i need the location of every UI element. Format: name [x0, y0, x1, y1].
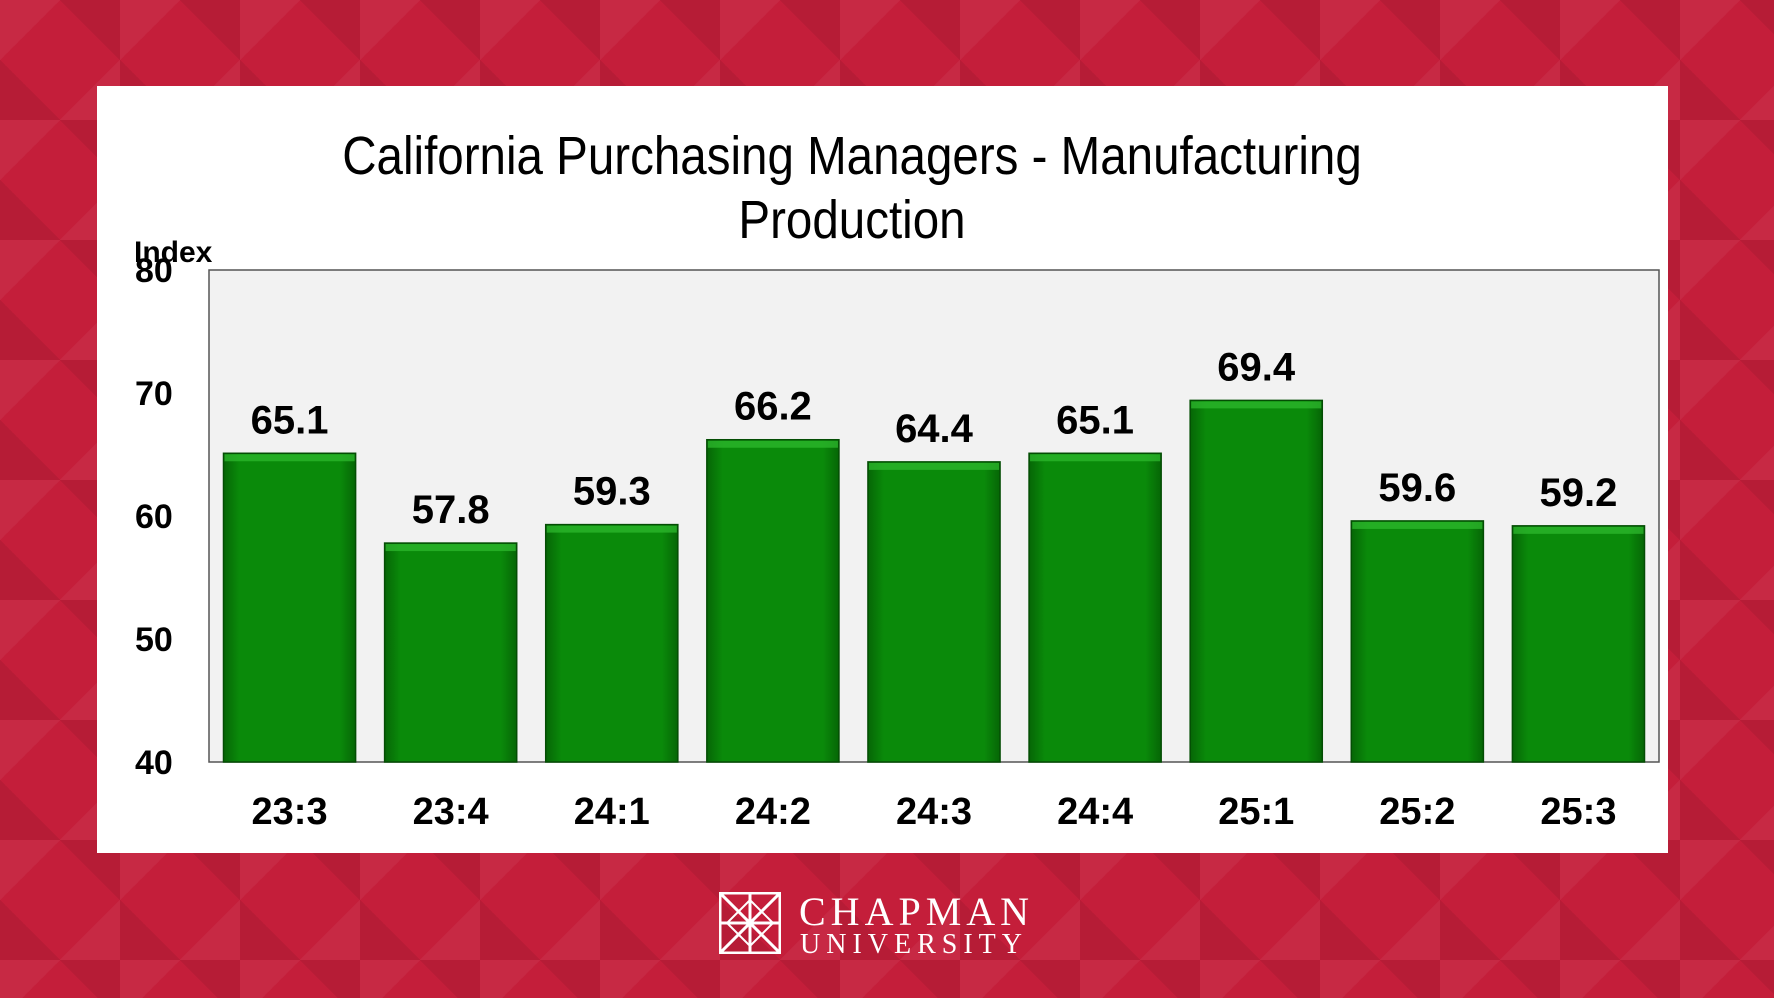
bar [1189, 399, 1324, 763]
logo-line1: CHAPMAN [799, 889, 1035, 934]
x-tick-label: 24:2 [735, 791, 811, 833]
data-label: 57.8 [412, 488, 490, 532]
y-tick-labels: 40 50 60 70 80 [135, 252, 173, 782]
data-label: 69.4 [1217, 345, 1296, 389]
bar [383, 542, 518, 763]
data-label: 59.2 [1540, 471, 1618, 515]
bar-bevel [1352, 521, 1483, 529]
bar-bevel [1191, 401, 1322, 409]
bar [222, 452, 357, 763]
bar [867, 461, 1001, 763]
x-tick-label: 24:1 [574, 791, 650, 833]
bar-chart: 40 50 60 70 80 65.1 57.8 59.3 66.2 64.4 65.1 69.4 5… [135, 252, 1660, 833]
y-axis-label: Index [134, 236, 213, 269]
y-tick-label: 80 [135, 252, 173, 290]
bar [544, 523, 679, 763]
bar-bevel [224, 454, 355, 462]
x-tick-label: 24:3 [896, 791, 972, 833]
bar [1350, 520, 1485, 763]
x-tick-label: 23:3 [252, 791, 328, 833]
bars: 65.1 57.8 59.3 66.2 64.4 65.1 69.4 59.6 59.2 [222, 345, 1646, 763]
data-label: 59.3 [573, 470, 651, 514]
x-tick-label: 25:1 [1218, 791, 1294, 833]
bar [1511, 525, 1646, 763]
logo-line2: UNIVERSITY [800, 929, 1028, 960]
y-tick-label: 60 [135, 498, 173, 536]
bar [1028, 452, 1162, 763]
chart-panel: California Purchasing Managers - Manufac… [97, 86, 1668, 853]
bar-bevel [1513, 526, 1644, 534]
y-tick-label: 40 [135, 744, 173, 782]
bar [706, 438, 840, 763]
x-tick-labels: 23:3 23:4 24:1 24:2 24:3 24:4 25:1 25:2 25:3 [252, 791, 1617, 833]
x-tick-label: 25:3 [1540, 791, 1616, 833]
bar-bevel [1030, 454, 1161, 462]
data-label: 65.1 [1056, 398, 1134, 442]
bar-bevel [385, 544, 516, 552]
data-label: 64.4 [895, 407, 974, 451]
data-label: 59.6 [1378, 466, 1456, 510]
bar-bevel [868, 462, 1000, 470]
x-tick-label: 23:4 [413, 791, 489, 833]
chart-title: California Purchasing Managers - Manufac… [188, 124, 1517, 252]
x-tick-label: 25:2 [1379, 791, 1455, 833]
data-label: 66.2 [734, 385, 812, 429]
bar-bevel [707, 440, 838, 448]
chapman-logo: CHAPMAN UNIVERSITY [719, 889, 1059, 960]
data-label: 65.1 [251, 398, 329, 442]
chart-title-line2: Production [738, 190, 966, 250]
chapman-lattice-icon [719, 892, 781, 954]
y-tick-label: 50 [135, 621, 173, 659]
chart-title-line1: California Purchasing Managers - Manufac… [342, 126, 1362, 186]
y-tick-label: 70 [135, 375, 173, 413]
bar-bevel [546, 525, 677, 533]
x-tick-label: 24:4 [1057, 791, 1133, 833]
